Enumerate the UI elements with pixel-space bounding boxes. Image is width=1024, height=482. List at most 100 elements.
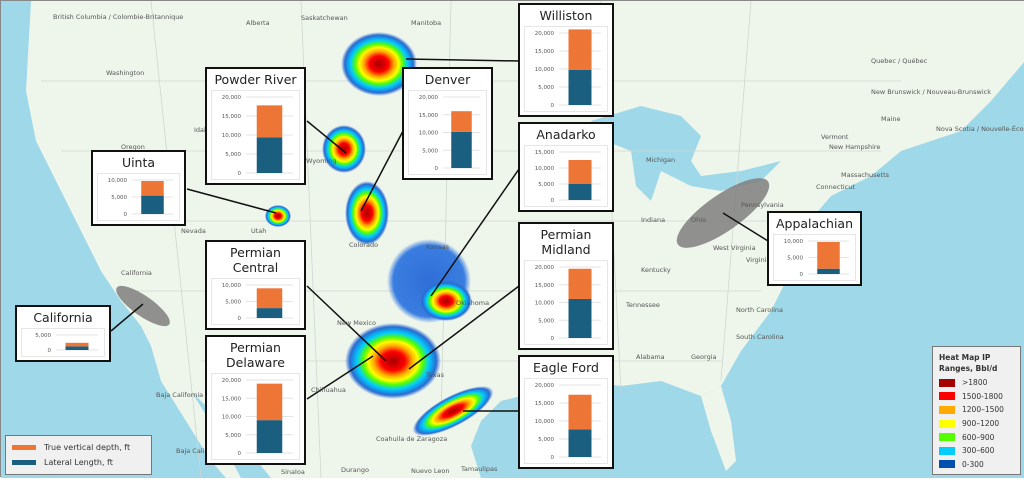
california-region <box>116 285 170 327</box>
y-tick-label: 0 <box>238 171 242 177</box>
bar-true-vertical-depth <box>568 394 592 430</box>
tvd-swatch <box>12 445 36 450</box>
chart-title: Anadarko <box>536 127 596 142</box>
y-tick-label: 20,000 <box>419 95 439 101</box>
map-label: Pennsylvania <box>741 201 784 209</box>
heat-swatch <box>939 405 955 414</box>
map-label: Wyoming <box>306 157 337 165</box>
y-tick-label: 0 <box>800 272 804 278</box>
heat-williston <box>341 32 417 96</box>
y-tick-label: 10,000 <box>222 133 242 139</box>
y-tick-label: 10,000 <box>535 166 555 172</box>
y-tick-label: 10,000 <box>535 419 555 425</box>
map-label: Tamaulipas <box>461 465 498 473</box>
heat-legend-item: 1200–1500 <box>939 403 1014 417</box>
map-label: Colorado <box>349 241 379 249</box>
bar-true-vertical-depth <box>141 181 164 196</box>
y-tick-label: 0 <box>124 212 128 218</box>
map-label: British Columbia / Colombie-Britannique <box>53 13 184 21</box>
y-tick-label: 15,000 <box>535 150 555 156</box>
y-tick-label: 5,000 <box>538 182 554 188</box>
bar-lateral-length <box>568 298 592 338</box>
bar-lateral-length <box>256 420 283 453</box>
heat-powder-river <box>322 125 366 173</box>
y-tick-label: 15,000 <box>535 401 555 407</box>
map-label: Washington <box>106 69 145 77</box>
bar-true-vertical-depth <box>451 111 472 132</box>
heat-legend-title: Heat Map IP Ranges, Bbl/d <box>939 353 998 373</box>
map-label: Maine <box>881 115 901 123</box>
bar-lateral-length <box>568 69 592 105</box>
chart-title: Powder River <box>214 72 297 87</box>
map-label: Kansas <box>426 243 450 251</box>
map-label: Nova Scotia / Nouvelle-Écosse <box>936 125 1024 133</box>
chart-title: Permian Midland <box>540 227 592 257</box>
y-tick-label: 5,000 <box>225 300 241 306</box>
y-tick-label: 0 <box>551 103 555 109</box>
bar-true-vertical-depth <box>817 241 840 269</box>
chart-permian-delaware: Permian Delaware 0 5,000 10,000 15,000 20,000 <box>205 335 306 465</box>
map-label: Michigan <box>646 156 676 164</box>
heat-swatch <box>939 392 955 401</box>
y-tick-label: 5,000 <box>225 433 241 439</box>
leader-lines <box>110 58 769 412</box>
chart-title: Williston <box>539 8 593 23</box>
stacked-bar-chart: 0 5,000 10,000 <box>108 178 173 218</box>
y-tick-label: 20,000 <box>535 31 555 37</box>
heat-legend-label: >1800 <box>962 378 988 388</box>
y-tick-label: 0 <box>238 316 242 322</box>
y-tick-label: 10,000 <box>535 301 555 307</box>
y-tick-label: 15,000 <box>535 49 555 55</box>
bar-lateral-length <box>141 195 164 214</box>
heat-legend-item: 600–900 <box>939 430 1014 444</box>
chart-title: Uinta <box>121 155 156 170</box>
chart-denver: Denver 0 5,000 10,000 15,000 20,000 <box>402 67 493 180</box>
bar-true-vertical-depth <box>256 288 283 309</box>
map-label: Alberta <box>246 19 270 27</box>
y-tick-label: 10,000 <box>784 239 804 245</box>
y-tick-label: 10,000 <box>535 67 555 73</box>
chart-uinta: Uinta 0 5,000 10,000 <box>91 150 186 226</box>
map-label: Utah <box>251 227 267 235</box>
heat-permian <box>345 323 441 399</box>
map-label: Quebec / Québec <box>871 57 928 65</box>
stacked-bar-chart: 0 5,000 10,000 15,000 <box>535 150 601 204</box>
heat-legend-label: 300–600 <box>962 446 995 456</box>
stacked-bar-chart: 0 5,000 10,000 15,000 20,000 <box>222 378 293 457</box>
heat-legend-label: 600–900 <box>962 432 995 442</box>
y-tick-label: 5,000 <box>422 148 438 154</box>
heat-map-legend: Heat Map IP Ranges, Bbl/d >1800 1500-1800… <box>932 346 1021 475</box>
legend-item-lateral: Lateral Length, ft <box>12 455 145 470</box>
bar-lateral-length <box>817 268 840 274</box>
map-label: Oregon <box>121 143 145 151</box>
map-label: Indiana <box>641 216 666 224</box>
lateral-swatch <box>12 460 36 465</box>
legend-label: Lateral Length, ft <box>44 458 113 467</box>
map-label: West Virginia <box>713 244 756 252</box>
stacked-bar-chart: 0 5,000 <box>35 333 98 354</box>
map-label: Georgia <box>691 353 717 361</box>
heat-swatch <box>939 419 955 428</box>
stacked-bar-chart: 0 5,000 10,000 15,000 20,000 <box>535 29 601 109</box>
bar-lateral-length <box>451 131 472 168</box>
bar-true-vertical-depth <box>568 160 592 184</box>
map-label: Nevada <box>181 227 206 235</box>
chart-title: Permian Central <box>230 245 281 275</box>
map-label: Durango <box>341 466 370 474</box>
y-tick-label: 5,000 <box>538 85 554 91</box>
y-tick-label: 20,000 <box>222 95 242 101</box>
map-label: Idaho <box>194 126 213 134</box>
heat-legend-item: 900–1200 <box>939 417 1014 431</box>
florida <box>701 386 736 471</box>
y-tick-label: 0 <box>238 451 242 457</box>
chart-permian-central: Permian Central 0 5,000 10,000 <box>205 240 306 330</box>
map-label: Oklahoma <box>456 299 490 307</box>
heat-legend-item: 0-300 <box>939 458 1014 472</box>
chart-title: Permian Delaware <box>226 340 285 370</box>
map-label: Tennessee <box>626 301 660 309</box>
y-tick-label: 15,000 <box>222 396 242 402</box>
y-tick-label: 0 <box>551 336 555 342</box>
map-label: New Hampshire <box>829 143 881 151</box>
y-tick-label: 0 <box>551 198 555 204</box>
